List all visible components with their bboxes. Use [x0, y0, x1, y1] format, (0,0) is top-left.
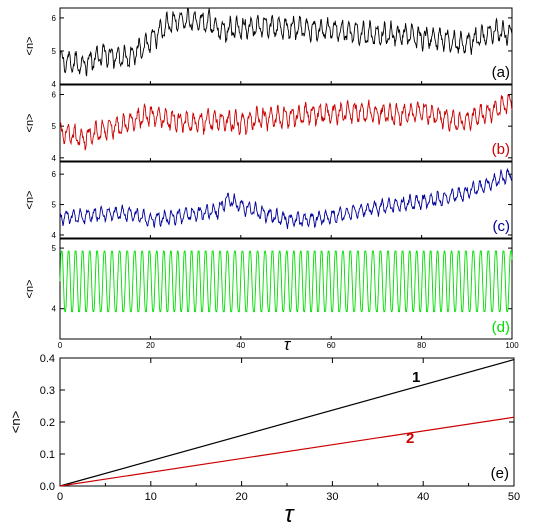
y-tick-label: 5 — [52, 122, 57, 131]
series-label: 1 — [412, 369, 420, 386]
y-tick-label: 6 — [52, 91, 57, 100]
series-line — [59, 250, 513, 313]
y-tick-label: 0.3 — [40, 385, 55, 397]
x-tick-label: 40 — [236, 341, 245, 350]
x-tick-label: 100 — [505, 341, 519, 350]
y-tick-label: 4 — [52, 305, 57, 314]
y-tick-label: 5 — [52, 244, 57, 253]
x-axis-label: τ — [285, 501, 296, 528]
y-tick-label: 6 — [52, 170, 57, 179]
series-line — [59, 167, 513, 230]
plot-frame — [59, 238, 513, 340]
y-tick-label: 4 — [52, 80, 57, 89]
panel-label: (e) — [491, 465, 509, 482]
y-axis-label: <n> — [24, 114, 36, 133]
y-tick-label: 6 — [52, 14, 57, 23]
x-tick-label: 50 — [508, 491, 520, 503]
y-tick-label: 0.2 — [40, 417, 55, 429]
y-tick-label: 0.1 — [40, 449, 55, 461]
x-tick-label: 20 — [146, 341, 155, 350]
x-tick-label: 0 — [58, 341, 63, 350]
x-tick-label: 60 — [327, 341, 336, 350]
plot-frame — [59, 161, 513, 239]
y-tick-label: 5 — [52, 201, 57, 210]
panel-a: 4 5 6 <n> (a) — [24, 7, 513, 89]
y-axis-label: <n> — [24, 37, 36, 56]
plot-frame — [59, 7, 513, 85]
x-tick-label: 30 — [326, 491, 338, 503]
x-axis-label: τ — [284, 335, 292, 354]
panel-d: 4 5 0 20 40 60 80 100 τ <n> (d) — [24, 238, 519, 354]
series-label: 2 — [406, 430, 414, 447]
panel-label: (d) — [492, 319, 510, 336]
y-axis-label: <n> — [24, 191, 36, 210]
y-tick-label: 4 — [52, 154, 57, 163]
panel-label: (b) — [492, 141, 510, 158]
panel-b: 4 5 6 <n> (b) — [24, 84, 513, 163]
x-tick-label: 80 — [417, 341, 426, 350]
x-tick-label: 40 — [417, 491, 429, 503]
y-tick-label: 5 — [52, 47, 57, 56]
panel-label: (a) — [492, 64, 510, 81]
x-tick-label: 20 — [235, 491, 247, 503]
y-axis-label: <n> — [8, 411, 23, 433]
series-line — [59, 7, 513, 77]
panel-e: 0 10 20 30 40 50 0.0 0.1 0.2 0.3 0.4 <n> τ 1 2 (e) — [8, 353, 520, 528]
y-tick-label: 4 — [52, 231, 57, 240]
y-tick-label: 0.0 — [40, 481, 55, 493]
x-tick-label: 10 — [145, 491, 157, 503]
panel-label: (c) — [493, 218, 511, 235]
series-line — [59, 94, 513, 151]
y-tick-label: 0.4 — [40, 353, 55, 365]
series-line — [59, 359, 515, 487]
plot-frame — [59, 84, 513, 162]
panel-c: 4 5 6 <n> (c) — [24, 161, 513, 240]
series-line — [59, 416, 515, 487]
y-axis-label: <n> — [24, 280, 36, 299]
x-tick-label: 0 — [57, 491, 63, 503]
